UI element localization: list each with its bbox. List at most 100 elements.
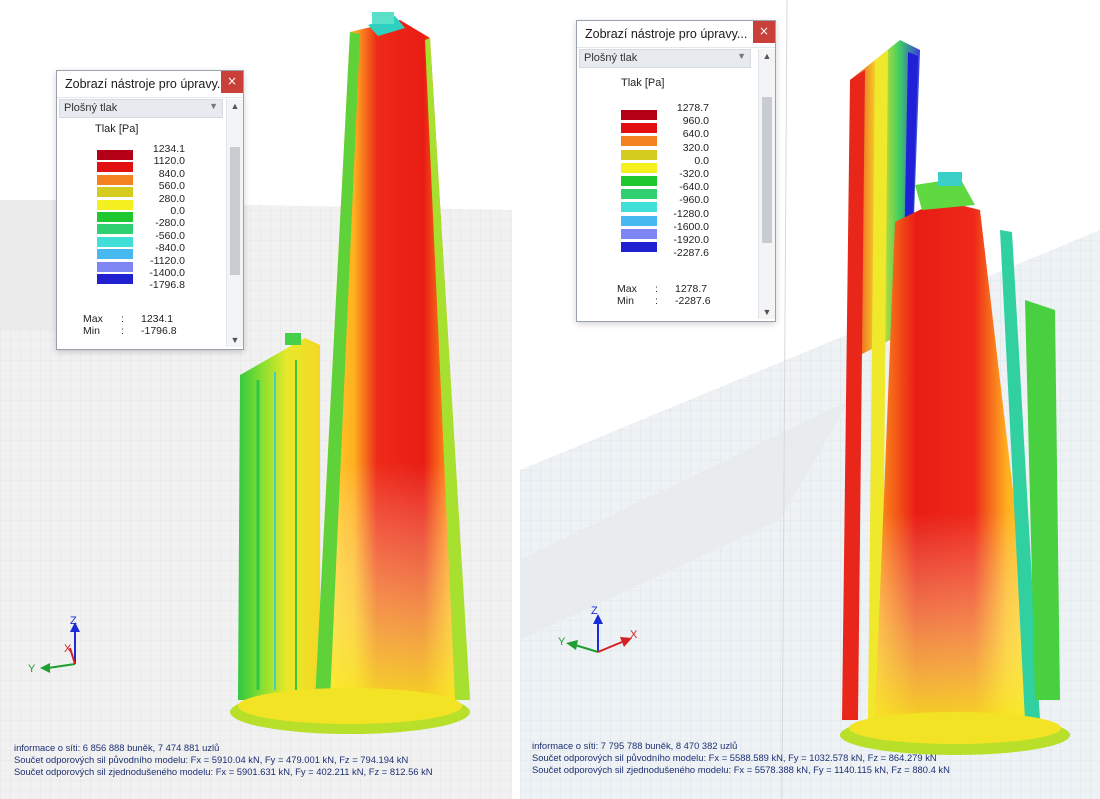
max-value: 1234.1	[141, 313, 174, 325]
legend-swatch	[97, 236, 133, 247]
result-type-label: Plošný tlak	[584, 52, 638, 64]
legend-value: -1400.0	[149, 267, 185, 279]
legend-swatch	[621, 136, 657, 147]
legend-swatch	[97, 274, 133, 284]
max-min-summary: Max : 1234.1 Min : -1796.8	[83, 313, 177, 337]
legend-value: 280.0	[158, 192, 185, 205]
legend-swatch	[621, 242, 657, 252]
max-min-summary: Max : 1278.7 Min : -2287.6	[617, 283, 711, 307]
legend-value: -320.0	[679, 168, 709, 180]
legend-swatch	[621, 162, 657, 173]
legend-swatch	[621, 189, 657, 200]
main-tower	[875, 172, 1060, 720]
legend-swatch	[97, 261, 133, 272]
main-tower	[315, 12, 470, 700]
min-label: Min	[83, 325, 100, 337]
legend-swatch	[97, 249, 133, 260]
legend-swatch	[621, 202, 657, 213]
legend-value: -2287.6	[673, 247, 709, 260]
legend-swatch	[97, 199, 133, 210]
scroll-down-icon[interactable]: ▼	[230, 335, 240, 345]
legend-swatch	[621, 215, 657, 226]
legend-value: -1120.0	[150, 254, 185, 267]
legend-panel[interactable]: Zobrazí nástroje pro úpravy... × Plošný …	[576, 20, 776, 322]
right-3d-viewport[interactable]: Z Y X Zobrazí nástroje pro úpravy... × P…	[520, 0, 1100, 799]
close-icon[interactable]: ×	[221, 71, 243, 93]
max-label: Max	[617, 283, 637, 295]
original-model-forces: Součet odporových sil původního modelu: …	[532, 752, 937, 763]
panel-header[interactable]: Zobrazí nástroje pro úpravy... ×	[577, 21, 775, 48]
scroll-thumb[interactable]	[762, 97, 772, 243]
legend-swatch	[621, 176, 657, 186]
min-value: -1796.8	[141, 325, 177, 337]
legend-swatch	[97, 212, 133, 222]
legend-value: -640.0	[679, 181, 709, 194]
close-icon[interactable]: ×	[753, 21, 775, 43]
legend-value: -1920.0	[673, 234, 709, 246]
legend-value: 320.0	[682, 141, 709, 154]
mesh-info-line: informace o síti: 6 856 888 buněk, 7 474…	[14, 742, 220, 753]
left-3d-viewport[interactable]: Z Y X Zobrazí nástroje pro úpravy... × P…	[0, 0, 512, 799]
max-label: Max	[83, 313, 103, 325]
z-axis-label: Z	[70, 615, 77, 627]
legend-value: -280.0	[155, 217, 185, 230]
legend-value: -840.0	[155, 242, 185, 255]
result-type-dropdown[interactable]: Plošný tlak ▼	[59, 99, 223, 118]
right-scene: Z Y X	[520, 0, 1100, 799]
secondary-tower	[238, 333, 320, 700]
legend-swatch	[97, 150, 133, 160]
panel-header[interactable]: Zobrazí nástroje pro úpravy... ×	[57, 71, 243, 98]
legend-swatch	[621, 110, 657, 120]
scroll-thumb[interactable]	[230, 147, 240, 275]
legend-unit-label: Tlak [Pa]	[621, 77, 665, 89]
legend-value: 1120.0	[153, 155, 185, 168]
legend-value: 640.0	[682, 128, 709, 141]
chevron-down-icon: ▼	[209, 101, 218, 111]
original-model-forces: Součet odporových sil původního modelu: …	[14, 754, 409, 765]
legend-value: 1234.1	[152, 143, 185, 155]
legend-value: 840.0	[158, 167, 185, 180]
x-axis-label: X	[64, 643, 72, 655]
result-type-label: Plošný tlak	[64, 102, 118, 114]
legend-value: 0.0	[170, 205, 185, 217]
simplified-model-forces: Součet odporových sil zjednodušeného mod…	[14, 766, 433, 777]
panel-scrollbar[interactable]: ▲ ▼	[758, 49, 775, 319]
color-legend: 1234.1 1120.0 840.0 560.0 280.0 0.0 -280.0 -560…	[97, 143, 197, 294]
scroll-down-icon[interactable]: ▼	[762, 307, 772, 317]
y-axis-label: Y	[558, 636, 566, 648]
simplified-model-forces: Součet odporových sil zjednodušeného mod…	[532, 764, 950, 775]
legend-value: 560.0	[158, 180, 185, 193]
x-axis-label: X	[630, 629, 638, 641]
legend-unit-label: Tlak [Pa]	[95, 123, 139, 135]
color-legend: 1278.7 960.0 640.0 320.0 0.0 -320.0 -640.0 -960…	[621, 102, 731, 263]
legend-swatch	[621, 123, 657, 134]
axis-triad: Z Y X	[28, 615, 80, 675]
legend-value: -1600.0	[673, 220, 709, 233]
scroll-up-icon[interactable]: ▲	[230, 101, 240, 111]
legend-value: 1278.7	[676, 102, 709, 114]
legend-swatch	[97, 224, 133, 235]
legend-swatch	[97, 162, 133, 173]
legend-swatch	[621, 149, 657, 160]
mesh-info: informace o síti: 7 795 788 buněk, 8 470…	[532, 740, 950, 776]
panel-title: Zobrazí nástroje pro úpravy...	[585, 27, 748, 41]
legend-panel[interactable]: Zobrazí nástroje pro úpravy... × Plošný …	[56, 70, 244, 350]
legend-value: 960.0	[682, 115, 709, 128]
legend-value: -1280.0	[673, 207, 709, 220]
min-label: Min	[617, 295, 634, 307]
legend-swatch	[621, 228, 657, 239]
mesh-info: informace o síti: 6 856 888 buněk, 7 474…	[14, 742, 433, 778]
legend-value: -960.0	[679, 194, 709, 207]
legend-value: -560.0	[155, 229, 185, 242]
legend-value: 0.0	[694, 154, 709, 167]
legend-swatch	[97, 174, 133, 185]
y-axis-label: Y	[28, 663, 36, 675]
result-type-dropdown[interactable]: Plošný tlak ▼	[579, 49, 751, 68]
z-axis-label: Z	[591, 605, 598, 617]
panel-scrollbar[interactable]: ▲ ▼	[226, 99, 243, 347]
chevron-down-icon: ▼	[737, 51, 746, 61]
panel-title: Zobrazí nástroje pro úpravy...	[65, 77, 228, 91]
scroll-up-icon[interactable]: ▲	[762, 51, 772, 61]
legend-value: -1796.8	[149, 279, 185, 292]
legend-swatch	[97, 187, 133, 198]
